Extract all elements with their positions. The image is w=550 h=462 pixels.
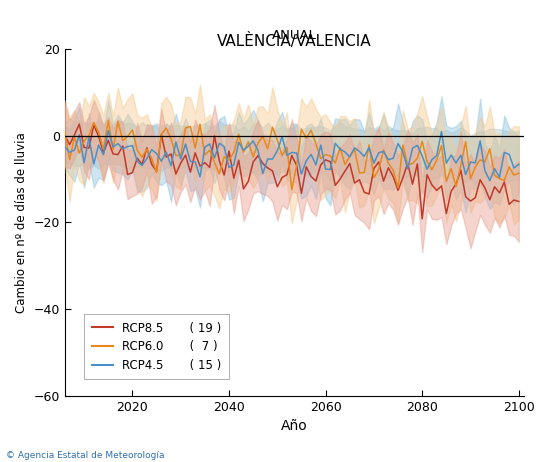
Legend: RCP8.5       ( 19 ), RCP6.0       (  7 ), RCP4.5       ( 15 ): RCP8.5 ( 19 ), RCP6.0 ( 7 ), RCP4.5 ( 15… — [85, 315, 229, 379]
X-axis label: Año: Año — [281, 419, 307, 433]
Text: © Agencia Estatal de Meteorología: © Agencia Estatal de Meteorología — [6, 451, 164, 460]
Title: VALÈNCIA/VALENCIA: VALÈNCIA/VALENCIA — [217, 33, 371, 49]
Text: ANUAL: ANUAL — [272, 29, 317, 42]
Y-axis label: Cambio en nº de días de lluvia: Cambio en nº de días de lluvia — [15, 132, 28, 313]
